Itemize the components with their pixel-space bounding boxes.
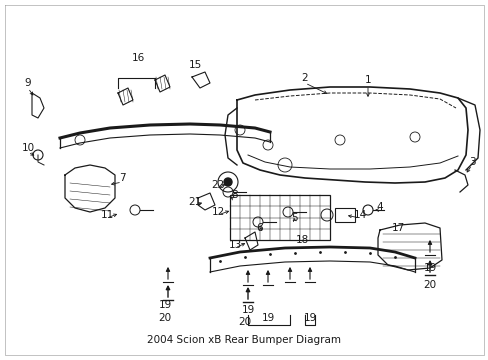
Text: 12: 12 bbox=[211, 207, 224, 217]
Text: 2004 Scion xB Rear Bumper Diagram: 2004 Scion xB Rear Bumper Diagram bbox=[147, 335, 340, 345]
Text: 21: 21 bbox=[188, 197, 201, 207]
Text: 10: 10 bbox=[21, 143, 35, 153]
Text: 18: 18 bbox=[295, 235, 308, 245]
Text: 13: 13 bbox=[228, 240, 241, 250]
Text: 15: 15 bbox=[188, 60, 201, 70]
Text: 1: 1 bbox=[364, 75, 370, 85]
Text: 17: 17 bbox=[390, 223, 404, 233]
Text: 5: 5 bbox=[291, 213, 298, 223]
Text: 20: 20 bbox=[238, 317, 251, 327]
Text: 19: 19 bbox=[241, 305, 254, 315]
Bar bbox=[229, 195, 329, 240]
Text: 14: 14 bbox=[353, 210, 366, 220]
Text: 19: 19 bbox=[158, 300, 171, 310]
Text: 22: 22 bbox=[211, 180, 224, 190]
Text: 19: 19 bbox=[423, 263, 436, 273]
Text: 11: 11 bbox=[100, 210, 113, 220]
Text: 19: 19 bbox=[303, 313, 316, 323]
Text: 16: 16 bbox=[131, 53, 144, 63]
Text: 8: 8 bbox=[231, 190, 238, 200]
Text: 7: 7 bbox=[119, 173, 125, 183]
Text: 6: 6 bbox=[256, 223, 263, 233]
Text: 4: 4 bbox=[376, 202, 383, 212]
Text: 19: 19 bbox=[261, 313, 274, 323]
Text: 3: 3 bbox=[468, 157, 474, 167]
Text: 20: 20 bbox=[423, 280, 436, 290]
Text: 9: 9 bbox=[24, 78, 31, 88]
Text: 20: 20 bbox=[158, 313, 171, 323]
Text: 2: 2 bbox=[301, 73, 307, 83]
Bar bbox=[334, 208, 354, 222]
Circle shape bbox=[224, 178, 231, 186]
